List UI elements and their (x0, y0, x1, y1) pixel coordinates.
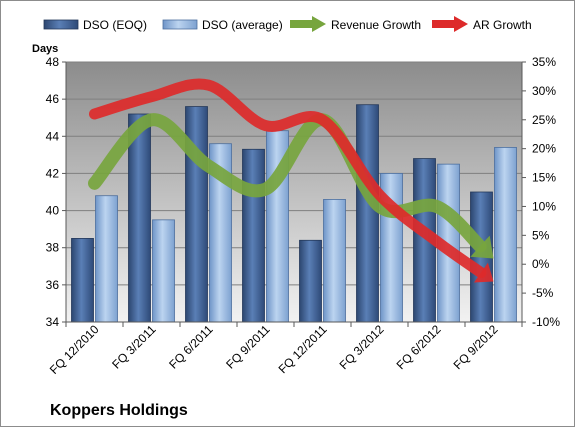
x-tick-label-fq-12-2011: FQ 12/2011 (276, 322, 330, 376)
x-tick-label-fq-9-2012: FQ 9/2012 (451, 322, 501, 372)
y-tick-label: 42 (46, 166, 60, 180)
bar-dso-eoq-fq-3-2012 (356, 104, 379, 323)
y2-tick-label: -10% (532, 315, 560, 329)
legend-dso-average-label: DSO (average) (202, 18, 283, 32)
x-tick-label-fq-12-2010: FQ 12/2010 (47, 322, 102, 377)
bar-dso-average-fq-12-2011 (323, 199, 346, 323)
bar-dso-eoq-fq-3-2011 (128, 113, 151, 323)
y-tick-label: 40 (46, 204, 60, 218)
company-name: Koppers Holdings (50, 402, 188, 419)
bar-dso-average-fq-12-2010 (95, 195, 118, 323)
y2-tick-label: 10% (532, 199, 556, 213)
x-tick-label-fq-3-2012: FQ 3/2012 (337, 322, 387, 372)
y-tick-label: 44 (46, 129, 60, 143)
ar-growth-arrow-head (473, 262, 494, 283)
y-tick-label: 34 (46, 315, 60, 329)
legend-dso-eoq-swatch (43, 19, 79, 30)
bar-dso-eoq-fq-12-2010 (71, 238, 94, 323)
y2-tick-label: 35% (532, 55, 556, 69)
y-tick-label: 38 (46, 241, 60, 255)
legend: DSO (EOQ) DSO (average) Revenue Growth AR G… (43, 16, 532, 32)
bar-dso-eoq-fq-12-2011 (299, 239, 322, 323)
y2-tick-label: 20% (532, 142, 556, 156)
legend-dso-eoq-label: DSO (EOQ) (83, 18, 147, 32)
legend-ar-growth-label: AR Growth (473, 18, 532, 32)
bar-dso-average-fq-3-2011 (152, 219, 175, 323)
y2-tick-label: 30% (532, 84, 556, 98)
y-axis-title: Days (32, 43, 58, 55)
bar-dso-eoq-fq-9-2011 (242, 148, 265, 323)
x-tick-label-fq-6-2012: FQ 6/2012 (394, 322, 444, 372)
y-tick-label: 36 (46, 278, 60, 292)
revenue-growth-arrow-head (470, 235, 494, 259)
legend-dso-average-swatch (162, 19, 198, 30)
legend-revenue-growth-label: Revenue Growth (331, 18, 421, 32)
y-tick-label: 46 (46, 92, 60, 106)
x-tick-label-fq-3-2011: FQ 3/2011 (109, 322, 159, 372)
y2-tick-label: 5% (532, 228, 550, 242)
legend-ar-growth-swatch-head (454, 16, 468, 32)
y2-tick-label: -5% (532, 286, 554, 300)
revenue-growth-arrow (88, 113, 487, 253)
y2-tick-label: 0% (532, 257, 550, 271)
x-tick-label-fq-6-2011: FQ 6/2011 (166, 322, 216, 372)
y2-tick-label: 25% (532, 113, 556, 127)
y-tick-label: 48 (46, 55, 60, 69)
ar-growth-arrow (89, 78, 487, 279)
y2-tick-label: 15% (532, 171, 556, 185)
legend-revenue-growth-swatch-head (312, 16, 326, 32)
bar-dso-average-fq-9-2012 (494, 147, 517, 323)
x-tick-label-fq-9-2011: FQ 9/2011 (223, 322, 273, 372)
